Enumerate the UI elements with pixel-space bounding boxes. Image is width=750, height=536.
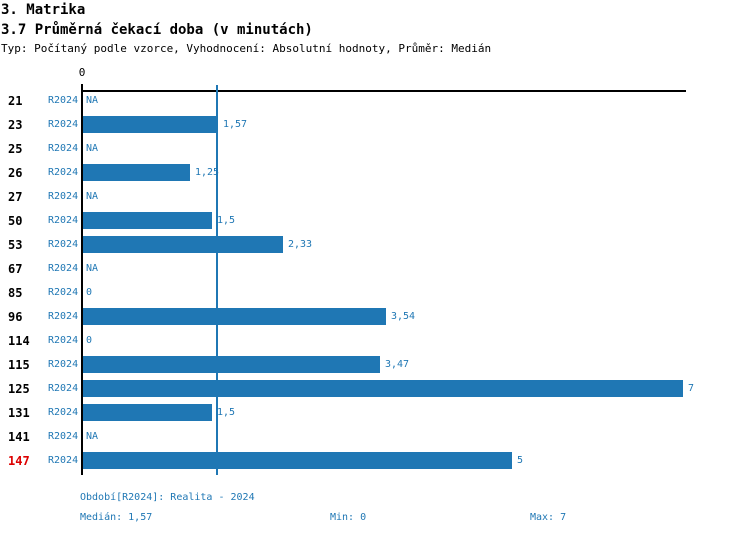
row-series-label: R2024 bbox=[48, 191, 79, 202]
value-bar bbox=[83, 356, 380, 373]
value-bar bbox=[83, 212, 212, 229]
row-value-label: NA bbox=[86, 191, 99, 202]
row-series-label: R2024 bbox=[48, 383, 79, 394]
bar-row: 21 R2024 NA bbox=[0, 89, 750, 113]
row-id-label: 85 bbox=[8, 286, 23, 300]
value-bar bbox=[83, 164, 190, 181]
row-value-label: NA bbox=[86, 263, 99, 274]
row-id-label: 26 bbox=[8, 166, 23, 180]
chart-meta-line: Typ: Počítaný podle vzorce, Vyhodnocení:… bbox=[1, 42, 492, 55]
row-value-label: 1,5 bbox=[217, 215, 236, 226]
median-reference-line bbox=[216, 85, 218, 475]
row-series-label: R2024 bbox=[48, 167, 79, 178]
bar-row: 125 R2024 7 bbox=[0, 377, 750, 401]
footer-period: Období[R2024]: Realita - 2024 bbox=[80, 492, 255, 503]
value-bar bbox=[83, 308, 386, 325]
row-value-label: 5 bbox=[517, 455, 524, 466]
row-id-label: 27 bbox=[8, 190, 23, 204]
bar-row: 147 R2024 5 bbox=[0, 449, 750, 473]
row-series-label: R2024 bbox=[48, 143, 79, 154]
row-id-label: 96 bbox=[8, 310, 23, 324]
row-id-label: 53 bbox=[8, 238, 23, 252]
row-series-label: R2024 bbox=[48, 239, 79, 250]
row-series-label: R2024 bbox=[48, 119, 79, 130]
row-id-label: 23 bbox=[8, 118, 23, 132]
row-value-label: 0 bbox=[86, 335, 93, 346]
row-series-label: R2024 bbox=[48, 215, 79, 226]
bar-row: 23 R2024 1,57 bbox=[0, 113, 750, 137]
bar-row: 85 R2024 0 bbox=[0, 281, 750, 305]
value-bar bbox=[83, 116, 218, 133]
row-value-label: NA bbox=[86, 95, 99, 106]
bar-row: 50 R2024 1,5 bbox=[0, 209, 750, 233]
bar-row: 114 R2024 0 bbox=[0, 329, 750, 353]
row-series-label: R2024 bbox=[48, 407, 79, 418]
row-series-label: R2024 bbox=[48, 335, 79, 346]
value-bar bbox=[83, 404, 212, 421]
row-id-label: 141 bbox=[8, 430, 30, 444]
row-value-label: 3,54 bbox=[391, 311, 416, 322]
x-axis-line bbox=[82, 90, 686, 92]
bar-row: 53 R2024 2,33 bbox=[0, 233, 750, 257]
row-value-label: 1,25 bbox=[195, 167, 220, 178]
row-series-label: R2024 bbox=[48, 359, 79, 370]
row-id-label: 21 bbox=[8, 94, 23, 108]
row-id-label: 50 bbox=[8, 214, 23, 228]
row-series-label: R2024 bbox=[48, 455, 79, 466]
row-id-label: 125 bbox=[8, 382, 30, 396]
x-axis-zero-tick-label: 0 bbox=[78, 66, 86, 79]
row-id-label: 25 bbox=[8, 142, 23, 156]
row-value-label: 7 bbox=[688, 383, 695, 394]
row-value-label: NA bbox=[86, 431, 99, 442]
bar-row: 67 R2024 NA bbox=[0, 257, 750, 281]
row-value-label: NA bbox=[86, 143, 99, 154]
value-bar bbox=[83, 380, 683, 397]
row-series-label: R2024 bbox=[48, 431, 79, 442]
chart-subtitle: 3.7 Průměrná čekací doba (v minutách) bbox=[1, 22, 313, 38]
page-title: 3. Matrika bbox=[1, 2, 86, 18]
value-bar bbox=[83, 452, 512, 469]
y-axis-line bbox=[81, 84, 83, 475]
row-value-label: 3,47 bbox=[385, 359, 410, 370]
footer-min: Min: 0 bbox=[330, 512, 367, 523]
row-series-label: R2024 bbox=[48, 95, 79, 106]
bar-row: 27 R2024 NA bbox=[0, 185, 750, 209]
row-value-label: 1,5 bbox=[217, 407, 236, 418]
bar-row: 25 R2024 NA bbox=[0, 137, 750, 161]
bar-row: 26 R2024 1,25 bbox=[0, 161, 750, 185]
row-series-label: R2024 bbox=[48, 263, 79, 274]
row-id-label: 114 bbox=[8, 334, 30, 348]
footer-max: Max: 7 bbox=[530, 512, 567, 523]
row-id-label: 67 bbox=[8, 262, 23, 276]
row-value-label: 0 bbox=[86, 287, 93, 298]
bar-row: 96 R2024 3,54 bbox=[0, 305, 750, 329]
row-series-label: R2024 bbox=[48, 311, 79, 322]
row-id-label: 147 bbox=[8, 454, 30, 468]
bar-row: 131 R2024 1,5 bbox=[0, 401, 750, 425]
row-series-label: R2024 bbox=[48, 287, 79, 298]
row-id-label: 115 bbox=[8, 358, 30, 372]
value-bar bbox=[83, 236, 283, 253]
bar-row: 141 R2024 NA bbox=[0, 425, 750, 449]
row-value-label: 2,33 bbox=[288, 239, 313, 250]
row-id-label: 131 bbox=[8, 406, 30, 420]
row-value-label: 1,57 bbox=[223, 119, 248, 130]
footer-median: Medián: 1,57 bbox=[80, 512, 153, 523]
bar-row: 115 R2024 3,47 bbox=[0, 353, 750, 377]
